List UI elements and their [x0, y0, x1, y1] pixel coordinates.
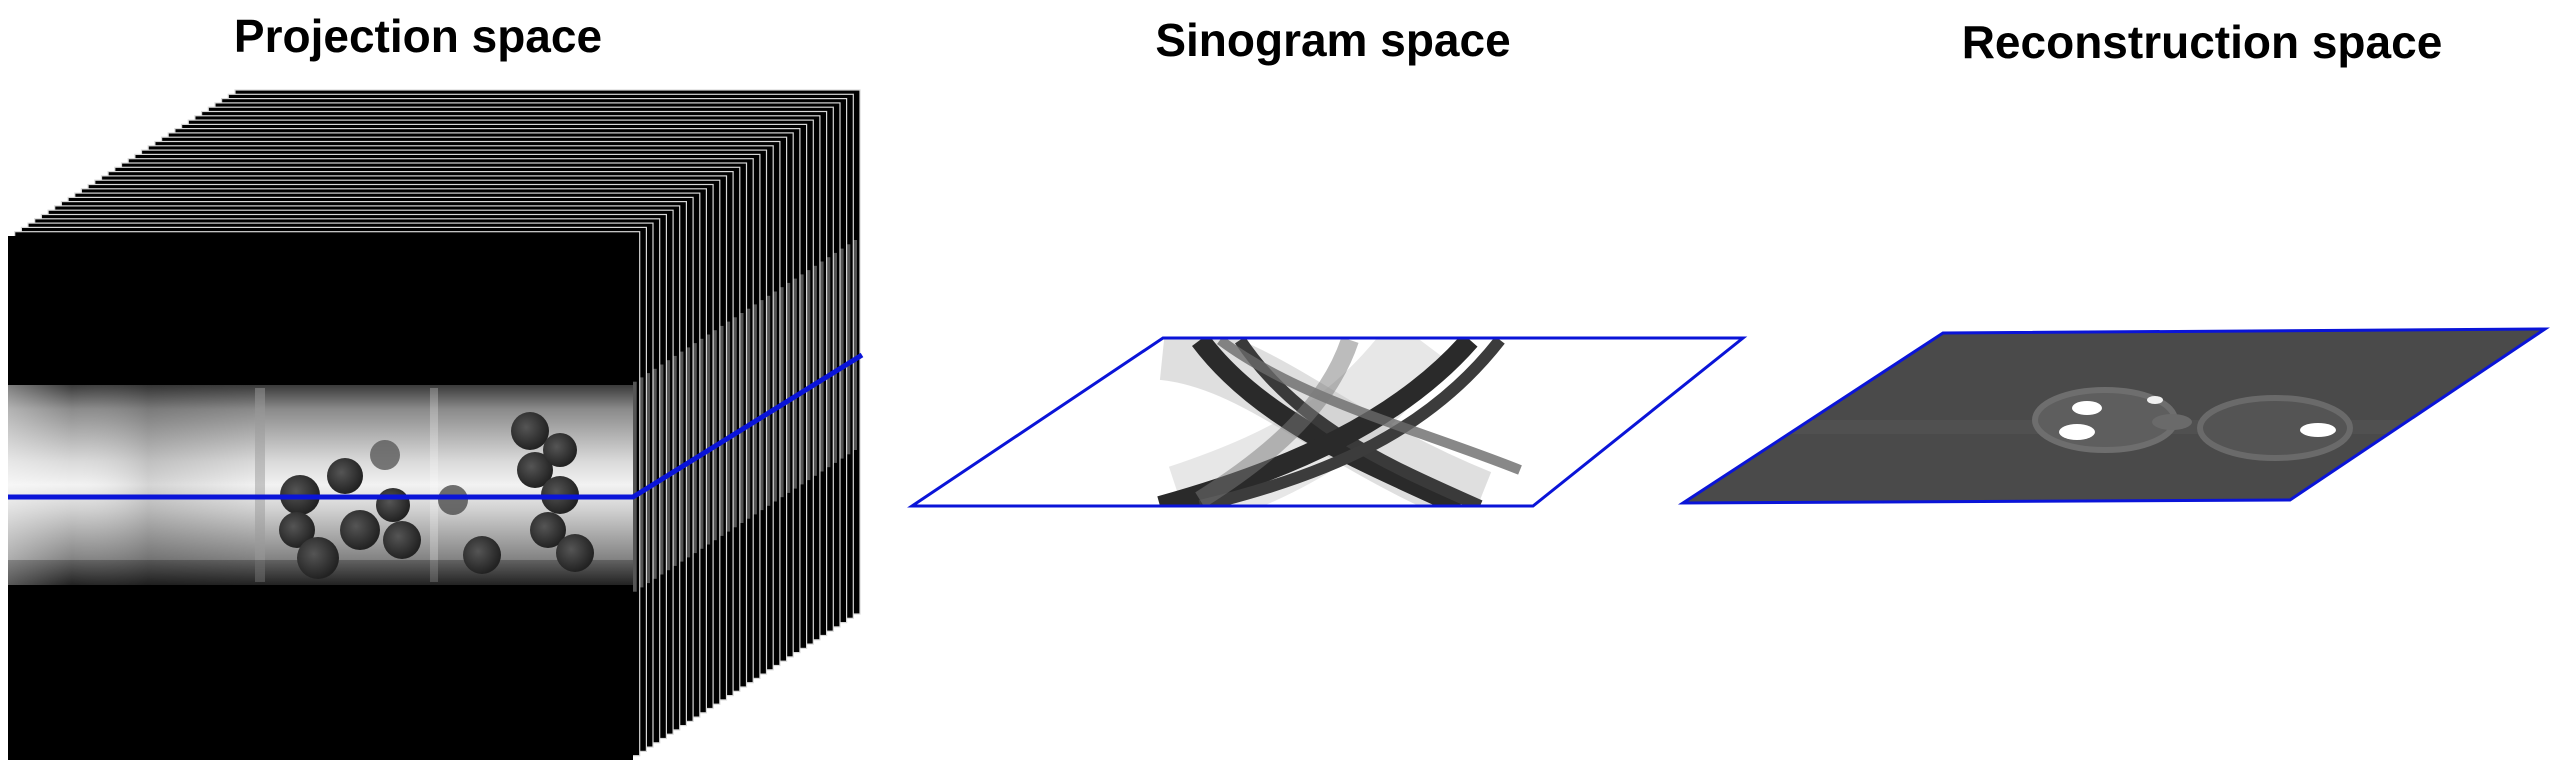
sinogram-traces [1157, 338, 1522, 506]
projection-space-title: Projection space [234, 10, 602, 62]
reconstruction-plane [1677, 327, 2550, 505]
sinogram-plane [907, 336, 1748, 508]
slice-line [8, 352, 864, 500]
sinogram-space-title: Sinogram space [1155, 14, 1510, 66]
projection-stack [8, 89, 864, 760]
reconstruction-space-title: Reconstruction space [1962, 16, 2443, 68]
reconstruction-slice-image [1683, 387, 2545, 461]
